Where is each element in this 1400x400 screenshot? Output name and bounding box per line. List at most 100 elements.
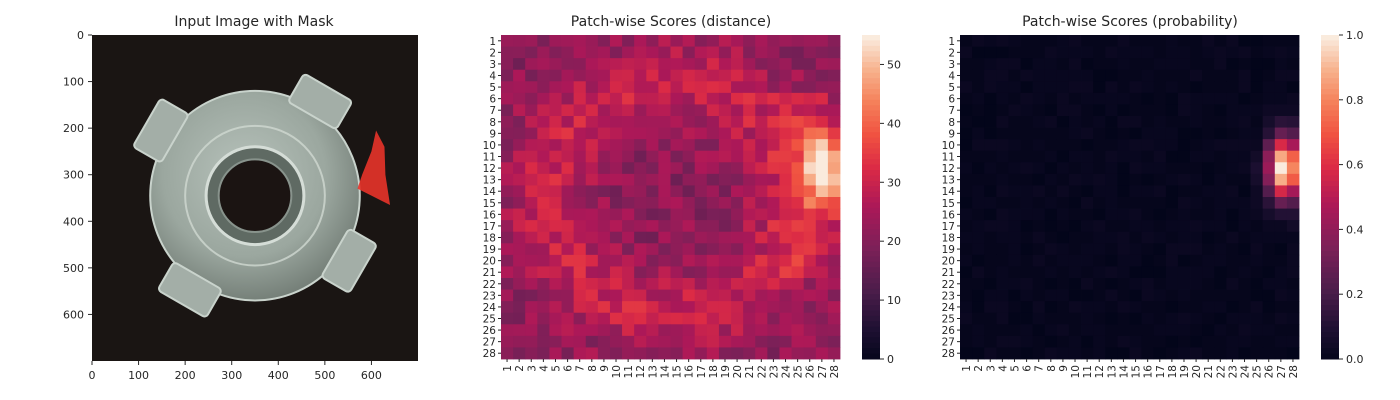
heatmap-cell	[573, 185, 587, 198]
panel-input-image: Input Image with Mask 0 100 200 300 400 500 60…	[63, 14, 418, 382]
y-tick-label: 9	[948, 128, 955, 140]
heatmap-cell	[646, 289, 659, 302]
heatmap-cell	[706, 220, 720, 233]
heatmap-cell	[585, 173, 599, 186]
colorbar-segment	[1321, 218, 1339, 225]
heatmap-cell	[743, 312, 756, 325]
heatmap-cell	[585, 116, 599, 128]
heatmap-cell	[513, 116, 526, 128]
heatmap-cell	[1117, 81, 1130, 94]
heatmap-cell	[1141, 197, 1155, 209]
heatmap-cell	[1153, 139, 1167, 152]
colorbar-segment	[862, 251, 880, 257]
heatmap-cell	[585, 231, 599, 244]
heatmap-cell	[1068, 266, 1082, 279]
heatmap-cell	[1165, 301, 1179, 314]
heatmap-cell	[1008, 231, 1021, 244]
heatmap-cell	[827, 35, 841, 47]
heatmap-cell	[1056, 278, 1070, 290]
metal-tab	[157, 262, 222, 318]
heatmap-cell	[597, 301, 611, 314]
heatmap-cell	[1044, 347, 1058, 360]
heatmap-cell	[1020, 185, 1034, 198]
heatmap-cell	[1056, 254, 1070, 267]
y-tick-label: 18	[483, 233, 496, 245]
heatmap-cell	[682, 335, 696, 348]
y-tick-label: 4	[489, 71, 496, 83]
heatmap-cell	[658, 92, 671, 105]
heatmap-cell	[815, 116, 829, 128]
colorbar-segment	[862, 35, 880, 41]
heatmap-cell	[597, 127, 611, 140]
heatmap-cell	[537, 35, 550, 47]
heatmap-cell	[718, 197, 732, 209]
heatmap-cell	[984, 92, 997, 105]
heatmap-cell	[731, 324, 744, 337]
heatmap-cell	[803, 197, 817, 209]
heatmap-cell	[1165, 243, 1179, 256]
heatmap-cell	[1190, 185, 1203, 198]
heatmap-cell	[682, 46, 696, 59]
heatmap-cell	[1105, 324, 1118, 337]
heatmap-cell	[803, 312, 817, 325]
heatmap-cell	[1020, 173, 1034, 186]
heatmap-cell	[791, 104, 805, 117]
heatmap-cell	[585, 312, 599, 325]
heatmap-cell	[1190, 289, 1203, 302]
heatmap-cell	[1190, 173, 1203, 186]
heatmap-cell	[585, 254, 599, 267]
colorbar-segment	[1321, 56, 1339, 63]
heatmap-cell	[1020, 312, 1034, 325]
y-tick-label: 4	[948, 71, 955, 83]
heatmap-cell	[1214, 208, 1227, 221]
heatmap-cell	[513, 81, 526, 94]
colorbar-tick-label: 50	[887, 58, 901, 71]
heatmap-cell	[597, 69, 611, 82]
heatmap-cell	[827, 46, 841, 59]
heatmap-cell	[827, 231, 841, 244]
heatmap-cell	[501, 243, 514, 256]
x-tick-label: 2	[973, 365, 985, 372]
heatmap-cell	[1153, 254, 1167, 267]
heatmap-cell	[706, 243, 720, 256]
heatmap-cell	[1056, 220, 1070, 233]
heatmap-cell	[561, 58, 575, 71]
colorbar-segment	[862, 56, 880, 63]
heatmap-cell	[501, 58, 514, 71]
heatmap-cell	[1190, 35, 1203, 47]
colorbar-segment	[862, 283, 880, 290]
heatmap-cell	[1081, 81, 1094, 94]
heatmap-cell	[609, 104, 623, 117]
heatmap-cell	[1286, 127, 1300, 140]
heatmap-cell	[779, 289, 792, 302]
colorbar-segment	[1321, 148, 1339, 155]
heatmap-cell	[731, 58, 744, 71]
heatmap-cell	[803, 231, 817, 244]
heatmap-cell	[972, 69, 985, 82]
heatmap-cell	[1202, 347, 1215, 360]
heatmap-cell	[972, 173, 985, 186]
heatmap-cell	[561, 150, 575, 163]
y-tick-label: 21	[942, 267, 955, 279]
heatmap-cell	[1044, 81, 1058, 94]
heatmap-cell	[634, 35, 647, 47]
heatmap-cell	[767, 81, 780, 94]
heatmap-cell	[585, 104, 599, 117]
y-tick-label: 25	[483, 314, 496, 326]
heatmap-cell	[984, 335, 997, 348]
colorbar-segment	[862, 218, 880, 225]
heatmap-cell	[1286, 266, 1300, 279]
heatmap-cell	[1129, 231, 1143, 244]
heatmap-cell	[622, 347, 635, 360]
x-tick-label: 4	[997, 365, 1009, 372]
heatmap-cell	[670, 312, 684, 325]
colorbar-segment	[1321, 40, 1339, 47]
heatmap-cell	[682, 35, 696, 47]
heatmap-cell	[755, 243, 768, 256]
heatmap-cell	[1129, 173, 1143, 186]
heatmap-cell	[1032, 185, 1046, 198]
heatmap-cell	[803, 220, 817, 233]
colorbar-segment	[1321, 51, 1339, 58]
heatmap-cell	[1056, 301, 1070, 314]
